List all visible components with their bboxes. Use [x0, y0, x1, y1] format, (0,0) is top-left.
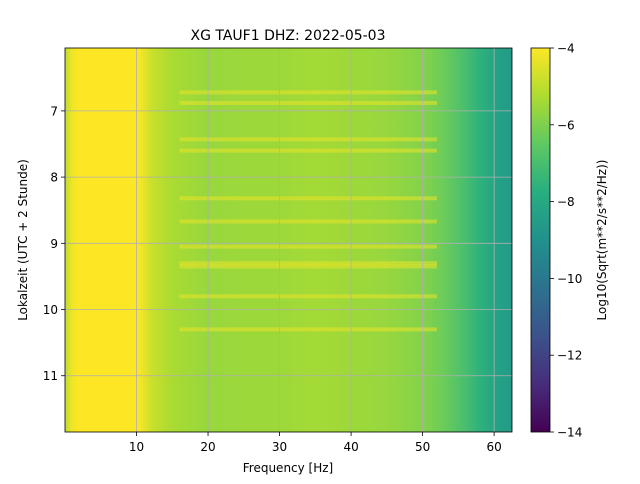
bright-band-10: [179, 327, 437, 332]
bright-band-1: [179, 100, 437, 105]
y-tick-label: 7: [50, 104, 58, 118]
bright-band-0: [179, 90, 437, 95]
y-axis-label: Lokalzeit (UTC + 2 Stunde): [16, 159, 30, 321]
bright-band-5: [179, 219, 437, 224]
spectrogram-image: [65, 48, 512, 432]
x-tick-label: 40: [343, 440, 358, 454]
plot-area: [65, 48, 512, 432]
bright-band-2: [179, 137, 437, 142]
x-tick-label: 30: [272, 440, 287, 454]
colorbar-tick-label: −6: [557, 118, 575, 132]
x-tick-label: 20: [200, 440, 215, 454]
colorbar-label: Log10(Sqrt(m**2/s**2/Hz)): [595, 160, 609, 321]
bright-band-7: [179, 261, 437, 266]
colorbar-gradient: [530, 47, 551, 433]
bright-band-4: [179, 196, 437, 201]
chart-title: XG TAUF1 DHZ: 2022-05-03: [190, 28, 385, 44]
colorbar-tick-label: −10: [557, 272, 582, 286]
x-axis-label: Frequency [Hz]: [243, 461, 334, 475]
colorbar-tick-label: −14: [557, 426, 582, 440]
y-tick-label: 9: [50, 237, 58, 251]
y-tick-label: 11: [43, 369, 58, 383]
bright-band-3: [179, 148, 437, 153]
y-axis-ticks: 7 8 9 10 11: [43, 104, 65, 383]
x-tick-label: 60: [486, 440, 501, 454]
x-tick-label: 10: [129, 440, 144, 454]
x-axis-ticks: 10 20 30 40 50 60: [129, 432, 502, 454]
colorbar-ticks: −4 −6 −8 −10 −12 −14: [550, 42, 582, 440]
plot-frame: [64, 47, 513, 433]
bright-band-8: [179, 264, 437, 269]
colorbar: −4 −6 −8 −10 −12 −14 Log10(Sqrt(m**2/s**2/Hz)…: [530, 42, 609, 440]
bright-band-9: [179, 294, 437, 299]
y-tick-label: 8: [50, 171, 58, 185]
x-tick-label: 50: [415, 440, 430, 454]
colorbar-tick-label: −4: [557, 42, 575, 56]
grid: [65, 48, 512, 432]
colorbar-tick-label: −12: [557, 349, 582, 363]
bright-band-6: [179, 244, 437, 249]
y-tick-label: 10: [43, 303, 58, 317]
time-bands: [179, 90, 437, 332]
colorbar-tick-label: −8: [557, 195, 575, 209]
